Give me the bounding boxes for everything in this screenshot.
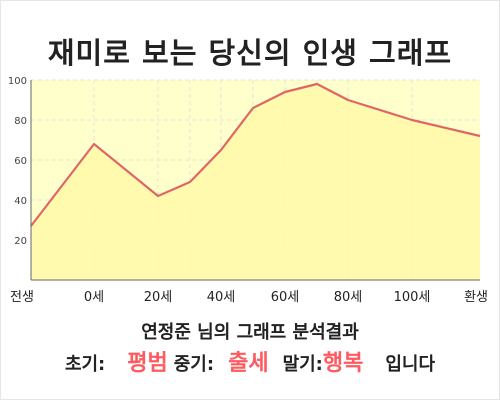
x-tick-label: 60세: [271, 290, 300, 305]
series-area: [31, 84, 480, 280]
middle-value: 출세: [228, 351, 269, 376]
result-line: 초기: 평범 중기: 출세 말기:행복 입니다: [0, 345, 500, 377]
x-tick-label: 전생: [10, 290, 34, 305]
y-tick-label: 100: [8, 76, 27, 87]
x-tick-label: 100세: [394, 290, 431, 305]
ending-text: 입니다: [385, 354, 436, 375]
life-graph-chart: 20 40 60 80 100 전생 0세 20세 40세 60세 80세 100세 환생: [8, 76, 488, 305]
late-label: 말기:: [282, 354, 323, 375]
y-tick-label: 60: [14, 156, 27, 167]
y-tick-label: 40: [14, 196, 27, 207]
summary-title: 연정준 님의 그래프 분석결과: [141, 322, 359, 343]
middle-label: 중기:: [173, 354, 215, 375]
x-tick-label: 환생: [464, 290, 488, 305]
x-tick-label: 80세: [334, 290, 363, 305]
early-label: 초기:: [64, 354, 106, 375]
y-tick-label: 20: [14, 236, 27, 247]
late-value: 행복: [322, 351, 364, 376]
y-tick-label: 80: [14, 116, 27, 127]
x-tick-label: 20세: [144, 290, 173, 305]
early-value: 평범: [127, 351, 168, 376]
series-line: [30, 82, 481, 227]
page-title: 재미로 보는 당신의 인생 그래프: [47, 36, 453, 70]
x-tick-label: 0세: [84, 290, 104, 305]
x-tick-label: 40세: [207, 290, 236, 305]
